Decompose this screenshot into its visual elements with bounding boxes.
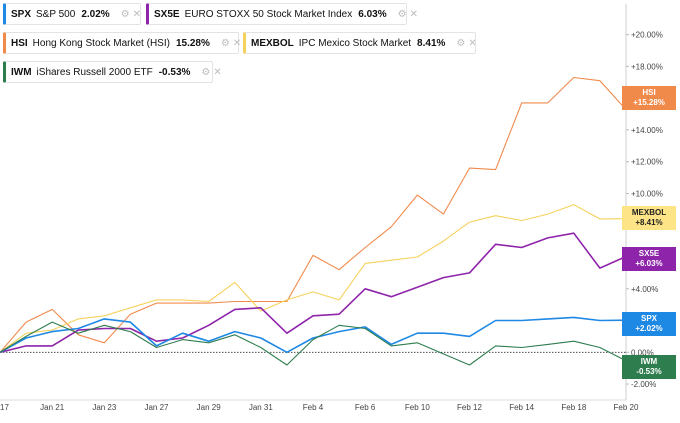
x-tick-label: Feb 10 [405, 403, 430, 412]
legend-4-pct: -0.53% [158, 66, 191, 78]
x-tick-label: Feb 20 [614, 403, 639, 412]
legend-3-name: IPC Mexico Stock Market [298, 37, 412, 49]
y-tick-label: +4.00% [631, 285, 658, 294]
y-tick-label: -2.00% [631, 380, 656, 389]
gear-icon[interactable]: ⚙ [456, 37, 466, 49]
y-tick-label: +18.00% [631, 62, 663, 71]
legend-item-sx5e[interactable]: SX5E EURO STOXX 50 Stock Market Index 6.03… [146, 3, 418, 25]
x-tick-label: Feb 4 [303, 403, 324, 412]
legend-3-pct: 8.41% [417, 37, 446, 49]
value-tag-symbol: MEXBOL [631, 208, 667, 217]
legend-1-pct: 6.03% [358, 8, 387, 20]
y-tick-label: +20.00% [631, 31, 663, 40]
value-tag-hsi: HSI +15.28% [622, 86, 676, 110]
series-line-sx5e [0, 232, 627, 354]
x-tick-label: 17 [0, 403, 9, 412]
legend-item-iwm[interactable]: IWM iShares Russell 2000 ETF -0.53% ⚙ ✕ [3, 61, 222, 83]
legend-item-hsi[interactable]: HSI Hong Kong Stock Market (HSI) 15.28% ⚙ ✕ [3, 32, 242, 54]
value-tag-mexbol: MEXBOL +8.41% [622, 206, 676, 230]
legend-1-symbol: SX5E [154, 8, 180, 20]
legend-item-mexbol[interactable]: MEXBOL IPC Mexico Stock Market 8.41% ⚙ ✕ [243, 32, 477, 54]
x-tick-label: Jan 31 [249, 403, 274, 412]
value-tag-symbol: SX5E [638, 249, 660, 258]
value-tag-symbol: IWM [640, 357, 658, 366]
legend-0-symbol: SPX [11, 8, 32, 20]
legend-item-spx[interactable]: SPX S&P 500 2.02% ⚙ ✕ [3, 3, 141, 25]
y-tick-label: 0.00% [631, 348, 654, 357]
legend-4-symbol: IWM [11, 66, 32, 78]
x-tick-label: Feb 18 [561, 403, 586, 412]
x-tick-label: Feb 14 [509, 403, 534, 412]
close-icon[interactable]: ✕ [468, 37, 477, 49]
series-line-spx [0, 316, 627, 354]
x-tick-label: Jan 23 [92, 403, 117, 412]
value-tag-spx: SPX +2.02% [622, 312, 676, 336]
value-tag-symbol: SPX [640, 314, 657, 323]
value-tag-value: +6.03% [635, 259, 663, 268]
x-tick-label: Feb 12 [457, 403, 482, 412]
y-tick-label: +12.00% [631, 158, 663, 167]
gear-icon[interactable]: ⚙ [220, 37, 230, 49]
value-tag-iwm: IWM -0.53% [622, 355, 676, 379]
value-tag-value: +8.41% [635, 218, 663, 227]
gear-icon[interactable]: ⚙ [397, 8, 407, 20]
value-tag-symbol: HSI [642, 88, 656, 97]
value-tag-value: -0.53% [636, 367, 662, 376]
y-tick-label: +10.00% [631, 189, 663, 198]
gear-icon[interactable]: ⚙ [201, 66, 211, 78]
close-icon[interactable]: ✕ [232, 37, 242, 49]
gear-icon[interactable]: ⚙ [120, 8, 130, 20]
close-icon[interactable]: ✕ [132, 8, 142, 20]
close-icon[interactable]: ✕ [409, 8, 418, 20]
series-line-hsi [0, 76, 627, 353]
x-tick-label: Jan 29 [197, 403, 222, 412]
x-tick-label: Jan 21 [40, 403, 65, 412]
value-tag-sx5e: SX5E +6.03% [622, 247, 676, 271]
legend-1-name: EURO STOXX 50 Stock Market Index [184, 8, 353, 20]
legend-0-pct: 2.02% [81, 8, 110, 20]
y-tick-label: +14.00% [631, 126, 663, 135]
series-line-mexbol [0, 204, 627, 353]
value-tag-value: +2.02% [635, 324, 663, 333]
value-tag-value: +15.28% [633, 98, 665, 107]
x-tick-label: Jan 27 [144, 403, 169, 412]
legend-2-name: Hong Kong Stock Market (HSI) [32, 37, 170, 49]
legend-2-pct: 15.28% [175, 37, 210, 49]
legend-3-symbol: MEXBOL [251, 37, 294, 49]
legend-4-name: iShares Russell 2000 ETF [36, 66, 153, 78]
legend-2-symbol: HSI [11, 37, 28, 49]
legend-0-name: S&P 500 [36, 8, 76, 20]
close-icon[interactable]: ✕ [213, 66, 222, 78]
series-line-iwm [0, 321, 627, 366]
x-tick-label: Feb 6 [355, 403, 376, 412]
